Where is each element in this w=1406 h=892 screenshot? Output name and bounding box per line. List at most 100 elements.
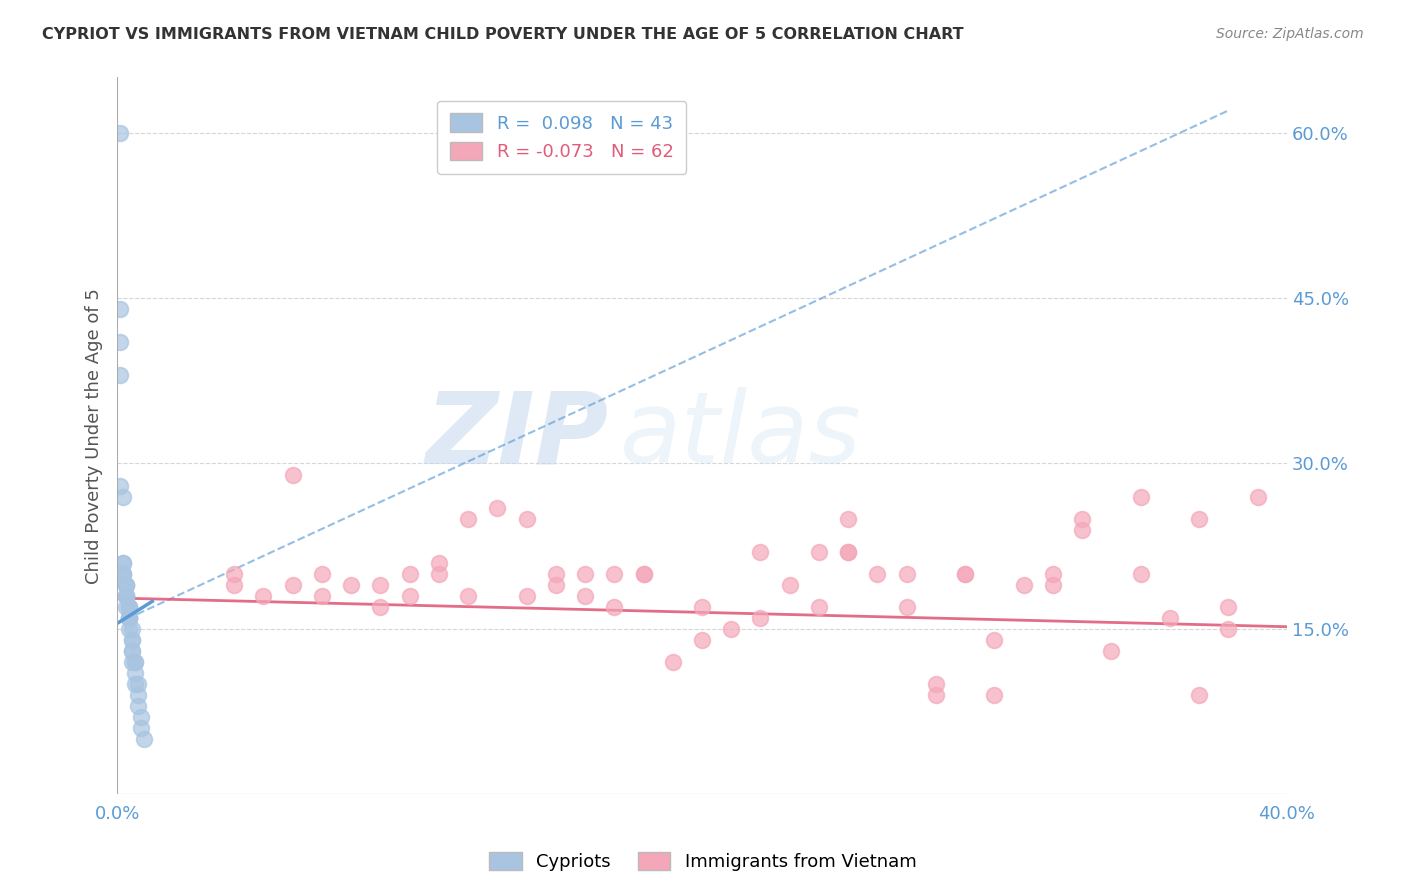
Point	[129, 721, 152, 735]
Point	[281, 578, 304, 592]
Point	[866, 566, 889, 581]
Point	[118, 611, 141, 625]
Point	[112, 566, 135, 581]
Point	[127, 699, 149, 714]
Point	[340, 578, 363, 592]
Point	[516, 511, 538, 525]
Point	[115, 589, 138, 603]
Point	[127, 677, 149, 691]
Point	[127, 688, 149, 702]
Point	[1129, 566, 1152, 581]
Point	[370, 599, 392, 614]
Point	[457, 589, 479, 603]
Point	[129, 710, 152, 724]
Point	[953, 566, 976, 581]
Point	[1188, 511, 1211, 525]
Point	[837, 545, 859, 559]
Point	[1012, 578, 1035, 592]
Point	[427, 556, 450, 570]
Point	[370, 578, 392, 592]
Point	[224, 566, 246, 581]
Point	[118, 599, 141, 614]
Point	[112, 566, 135, 581]
Text: ZIP: ZIP	[426, 387, 609, 484]
Point	[311, 589, 333, 603]
Point	[124, 677, 146, 691]
Point	[837, 545, 859, 559]
Point	[108, 335, 131, 350]
Point	[1071, 511, 1094, 525]
Point	[1099, 644, 1122, 658]
Point	[118, 611, 141, 625]
Point	[115, 578, 138, 592]
Point	[1188, 688, 1211, 702]
Point	[121, 655, 143, 669]
Point	[574, 589, 596, 603]
Point	[1042, 566, 1064, 581]
Point	[603, 599, 626, 614]
Point	[115, 599, 138, 614]
Point	[896, 566, 918, 581]
Point	[720, 622, 742, 636]
Point	[925, 677, 948, 691]
Point	[115, 578, 138, 592]
Point	[118, 622, 141, 636]
Point	[398, 589, 420, 603]
Point	[486, 500, 509, 515]
Text: CYPRIOT VS IMMIGRANTS FROM VIETNAM CHILD POVERTY UNDER THE AGE OF 5 CORRELATION : CYPRIOT VS IMMIGRANTS FROM VIETNAM CHILD…	[42, 27, 963, 42]
Point	[574, 566, 596, 581]
Point	[837, 511, 859, 525]
Point	[807, 545, 830, 559]
Point	[124, 666, 146, 681]
Point	[953, 566, 976, 581]
Point	[1159, 611, 1181, 625]
Point	[124, 655, 146, 669]
Point	[115, 589, 138, 603]
Text: atlas: atlas	[620, 387, 862, 484]
Point	[779, 578, 801, 592]
Point	[690, 599, 713, 614]
Point	[118, 611, 141, 625]
Point	[108, 301, 131, 316]
Point	[1218, 622, 1240, 636]
Point	[115, 589, 138, 603]
Point	[112, 556, 135, 570]
Point	[603, 566, 626, 581]
Point	[252, 589, 274, 603]
Point	[1129, 490, 1152, 504]
Point	[224, 578, 246, 592]
Point	[124, 655, 146, 669]
Point	[112, 556, 135, 570]
Point	[749, 545, 772, 559]
Point	[121, 644, 143, 658]
Point	[108, 126, 131, 140]
Point	[115, 578, 138, 592]
Point	[457, 511, 479, 525]
Point	[544, 566, 567, 581]
Point	[115, 589, 138, 603]
Text: Source: ZipAtlas.com: Source: ZipAtlas.com	[1216, 27, 1364, 41]
Point	[1071, 523, 1094, 537]
Point	[112, 490, 135, 504]
Point	[749, 611, 772, 625]
Point	[121, 632, 143, 647]
Point	[112, 566, 135, 581]
Point	[661, 655, 683, 669]
Point	[398, 566, 420, 581]
Point	[807, 599, 830, 614]
Point	[925, 688, 948, 702]
Point	[108, 368, 131, 383]
Point	[896, 599, 918, 614]
Point	[1042, 578, 1064, 592]
Point	[690, 632, 713, 647]
Point	[121, 622, 143, 636]
Point	[983, 688, 1005, 702]
Point	[1246, 490, 1268, 504]
Point	[311, 566, 333, 581]
Point	[132, 732, 155, 747]
Point	[121, 644, 143, 658]
Point	[281, 467, 304, 482]
Point	[121, 632, 143, 647]
Legend: R =  0.098   N = 43, R = -0.073   N = 62: R = 0.098 N = 43, R = -0.073 N = 62	[437, 101, 686, 174]
Point	[983, 632, 1005, 647]
